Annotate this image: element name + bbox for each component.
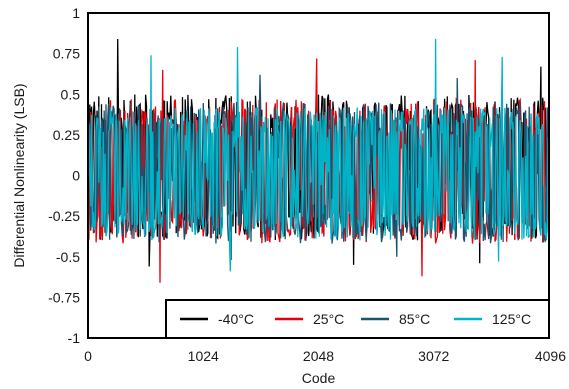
y-tick-label: -1 xyxy=(68,330,81,346)
legend-label: 125°C xyxy=(492,311,531,327)
x-tick-label: 3072 xyxy=(418,348,449,364)
series-line xyxy=(87,38,550,272)
y-tick-label: 0.5 xyxy=(61,86,81,102)
y-tick-label: -0.5 xyxy=(56,249,80,265)
x-tick-labels: 0 1024 2048 3072 4096 xyxy=(84,348,566,364)
y-tick-label: 0.25 xyxy=(53,127,80,143)
series-layer xyxy=(87,38,550,283)
x-tick-label: 1024 xyxy=(188,348,219,364)
plot-frame xyxy=(87,12,550,339)
legend-label: 85°C xyxy=(399,311,430,327)
x-axis-title: Code xyxy=(302,370,336,386)
x-tick-label: 0 xyxy=(84,348,92,364)
y-tick-label: 1 xyxy=(72,5,80,21)
legend: -40°C 25°C 85°C 125°C xyxy=(165,299,550,339)
legend-label: -40°C xyxy=(218,311,254,327)
x-tick-label: 4096 xyxy=(535,348,566,364)
legend-label: 25°C xyxy=(313,311,344,327)
y-tick-label: -0.25 xyxy=(48,208,80,224)
y-tick-labels: 1 0.75 0.5 0.25 0 -0.25 -0.5 -0.75 -1 xyxy=(48,5,80,346)
x-tick-label: 2048 xyxy=(303,348,334,364)
y-tick-label: 0.75 xyxy=(53,46,80,62)
y-tick-label: 0 xyxy=(72,168,80,184)
y-tick-label: -0.75 xyxy=(48,289,80,305)
y-axis-title: Differential Nonlinearity (LSB) xyxy=(11,83,27,267)
